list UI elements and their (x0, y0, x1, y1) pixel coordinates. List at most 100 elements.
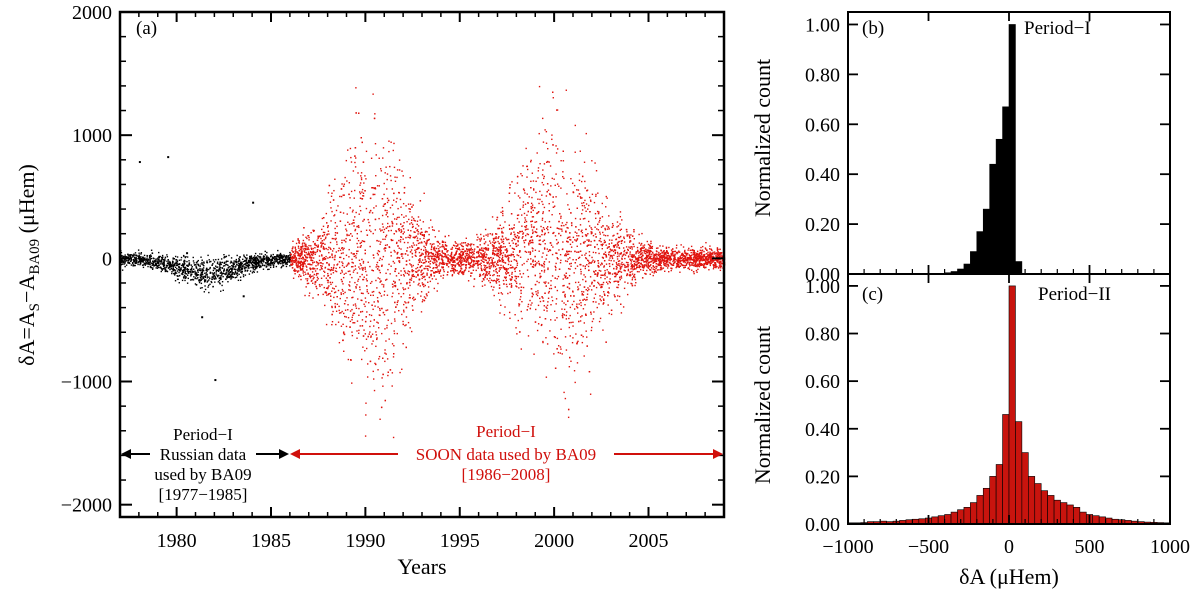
period-ii-point (364, 435, 367, 437)
period-ii-point (411, 297, 414, 300)
period-ii-point (621, 258, 623, 260)
period-i-point (254, 264, 257, 266)
period-ii-point (470, 243, 472, 245)
period-ii-point (292, 256, 295, 258)
period-i-point (195, 266, 198, 269)
period-ii-point (432, 262, 435, 265)
period-i-point (208, 259, 210, 261)
period-ii-point (487, 244, 489, 246)
period-i-point (208, 276, 210, 278)
period-ii-point (547, 268, 549, 271)
period-ii-point (323, 239, 325, 241)
period-i-point (134, 257, 136, 259)
period-ii-point (379, 230, 382, 232)
period-ii-point (302, 239, 305, 242)
period-ii-point (566, 193, 568, 195)
period-ii-point (377, 301, 379, 303)
period-i-point (133, 259, 135, 262)
period-ii-point (522, 232, 525, 234)
period-ii-point (613, 254, 615, 256)
period-ii-point (559, 352, 561, 354)
period-ii-point (500, 239, 503, 241)
period-ii-point (692, 264, 694, 266)
period-ii-point (535, 290, 537, 293)
period-i-point (206, 277, 209, 279)
period-ii-point (522, 272, 525, 275)
period-i-point (249, 270, 252, 272)
period-ii-point (305, 273, 307, 275)
period-i-point (250, 262, 252, 265)
period-ii-point (423, 245, 425, 248)
period-ii-point (443, 247, 445, 249)
period-ii-point (370, 157, 373, 159)
period-ii-point (660, 261, 662, 263)
period-ii-point (583, 205, 586, 207)
period-ii-point (451, 257, 453, 259)
period-ii-point (614, 244, 616, 246)
period-ii-point (519, 230, 521, 233)
period-ii-point (591, 231, 593, 233)
period-ii-point (383, 248, 385, 250)
period-ii-point (394, 176, 396, 178)
period-i-point (277, 262, 279, 264)
period-ii-point (411, 269, 413, 271)
period-ii-point (581, 315, 583, 317)
period-i-point (135, 261, 138, 263)
period-i-point (183, 263, 186, 265)
period-ii-point (482, 256, 485, 259)
period-ii-point (425, 230, 427, 233)
period-ii-point (485, 273, 487, 276)
period-ii-point (531, 247, 534, 249)
period-i-point (258, 256, 260, 258)
period-i-point (272, 257, 274, 260)
period-ii-point (323, 286, 325, 289)
period-i-point (267, 257, 270, 260)
period-i-point (192, 260, 195, 262)
period-ii-point (510, 283, 513, 285)
period-ii-point (652, 259, 654, 262)
period-i-point (213, 267, 215, 269)
period-i-point (141, 264, 144, 266)
period-ii-point (493, 250, 495, 252)
period-ii-point (324, 266, 327, 269)
period-ii-point (688, 262, 691, 264)
period-ii-point (555, 298, 558, 300)
period-ii-point (519, 230, 522, 233)
period-i-point (227, 273, 229, 275)
period-i-point (200, 256, 202, 258)
period-ii-point (431, 252, 433, 255)
period-ii-point (532, 180, 535, 182)
period-i-point (236, 254, 238, 257)
period-i-point (233, 262, 235, 264)
period-ii-point (371, 343, 373, 345)
period-i-point (217, 275, 219, 278)
period-i-point (142, 264, 145, 266)
period-i-point (154, 261, 157, 263)
period-ii-point (501, 293, 504, 295)
period-i-point (162, 256, 164, 258)
period-ii-point (317, 235, 319, 237)
period-ii-point (591, 256, 593, 259)
period-ii-point (321, 268, 323, 270)
period-ii-point (658, 269, 660, 271)
period-i-point (283, 254, 285, 256)
period-ii-point (302, 270, 305, 272)
period-ii-point (331, 290, 333, 292)
period-ii-point (390, 239, 393, 242)
period-i-point (198, 281, 201, 284)
period-ii-point (529, 251, 531, 253)
period-ii-point (367, 292, 370, 295)
period-ii-point (559, 346, 562, 348)
period-ii-point (483, 279, 485, 281)
period-ii-point (555, 239, 558, 241)
period-ii-point (506, 285, 508, 288)
period-ii-point (309, 256, 311, 259)
period-ii-point (360, 178, 363, 181)
period-ii-point (493, 294, 495, 297)
period-ii-point (329, 247, 331, 249)
period-ii-point (365, 414, 367, 416)
period-ii-point (462, 254, 465, 256)
period-ii-point (321, 265, 323, 267)
period-ii-point (487, 249, 489, 251)
period-i-point (197, 264, 200, 267)
